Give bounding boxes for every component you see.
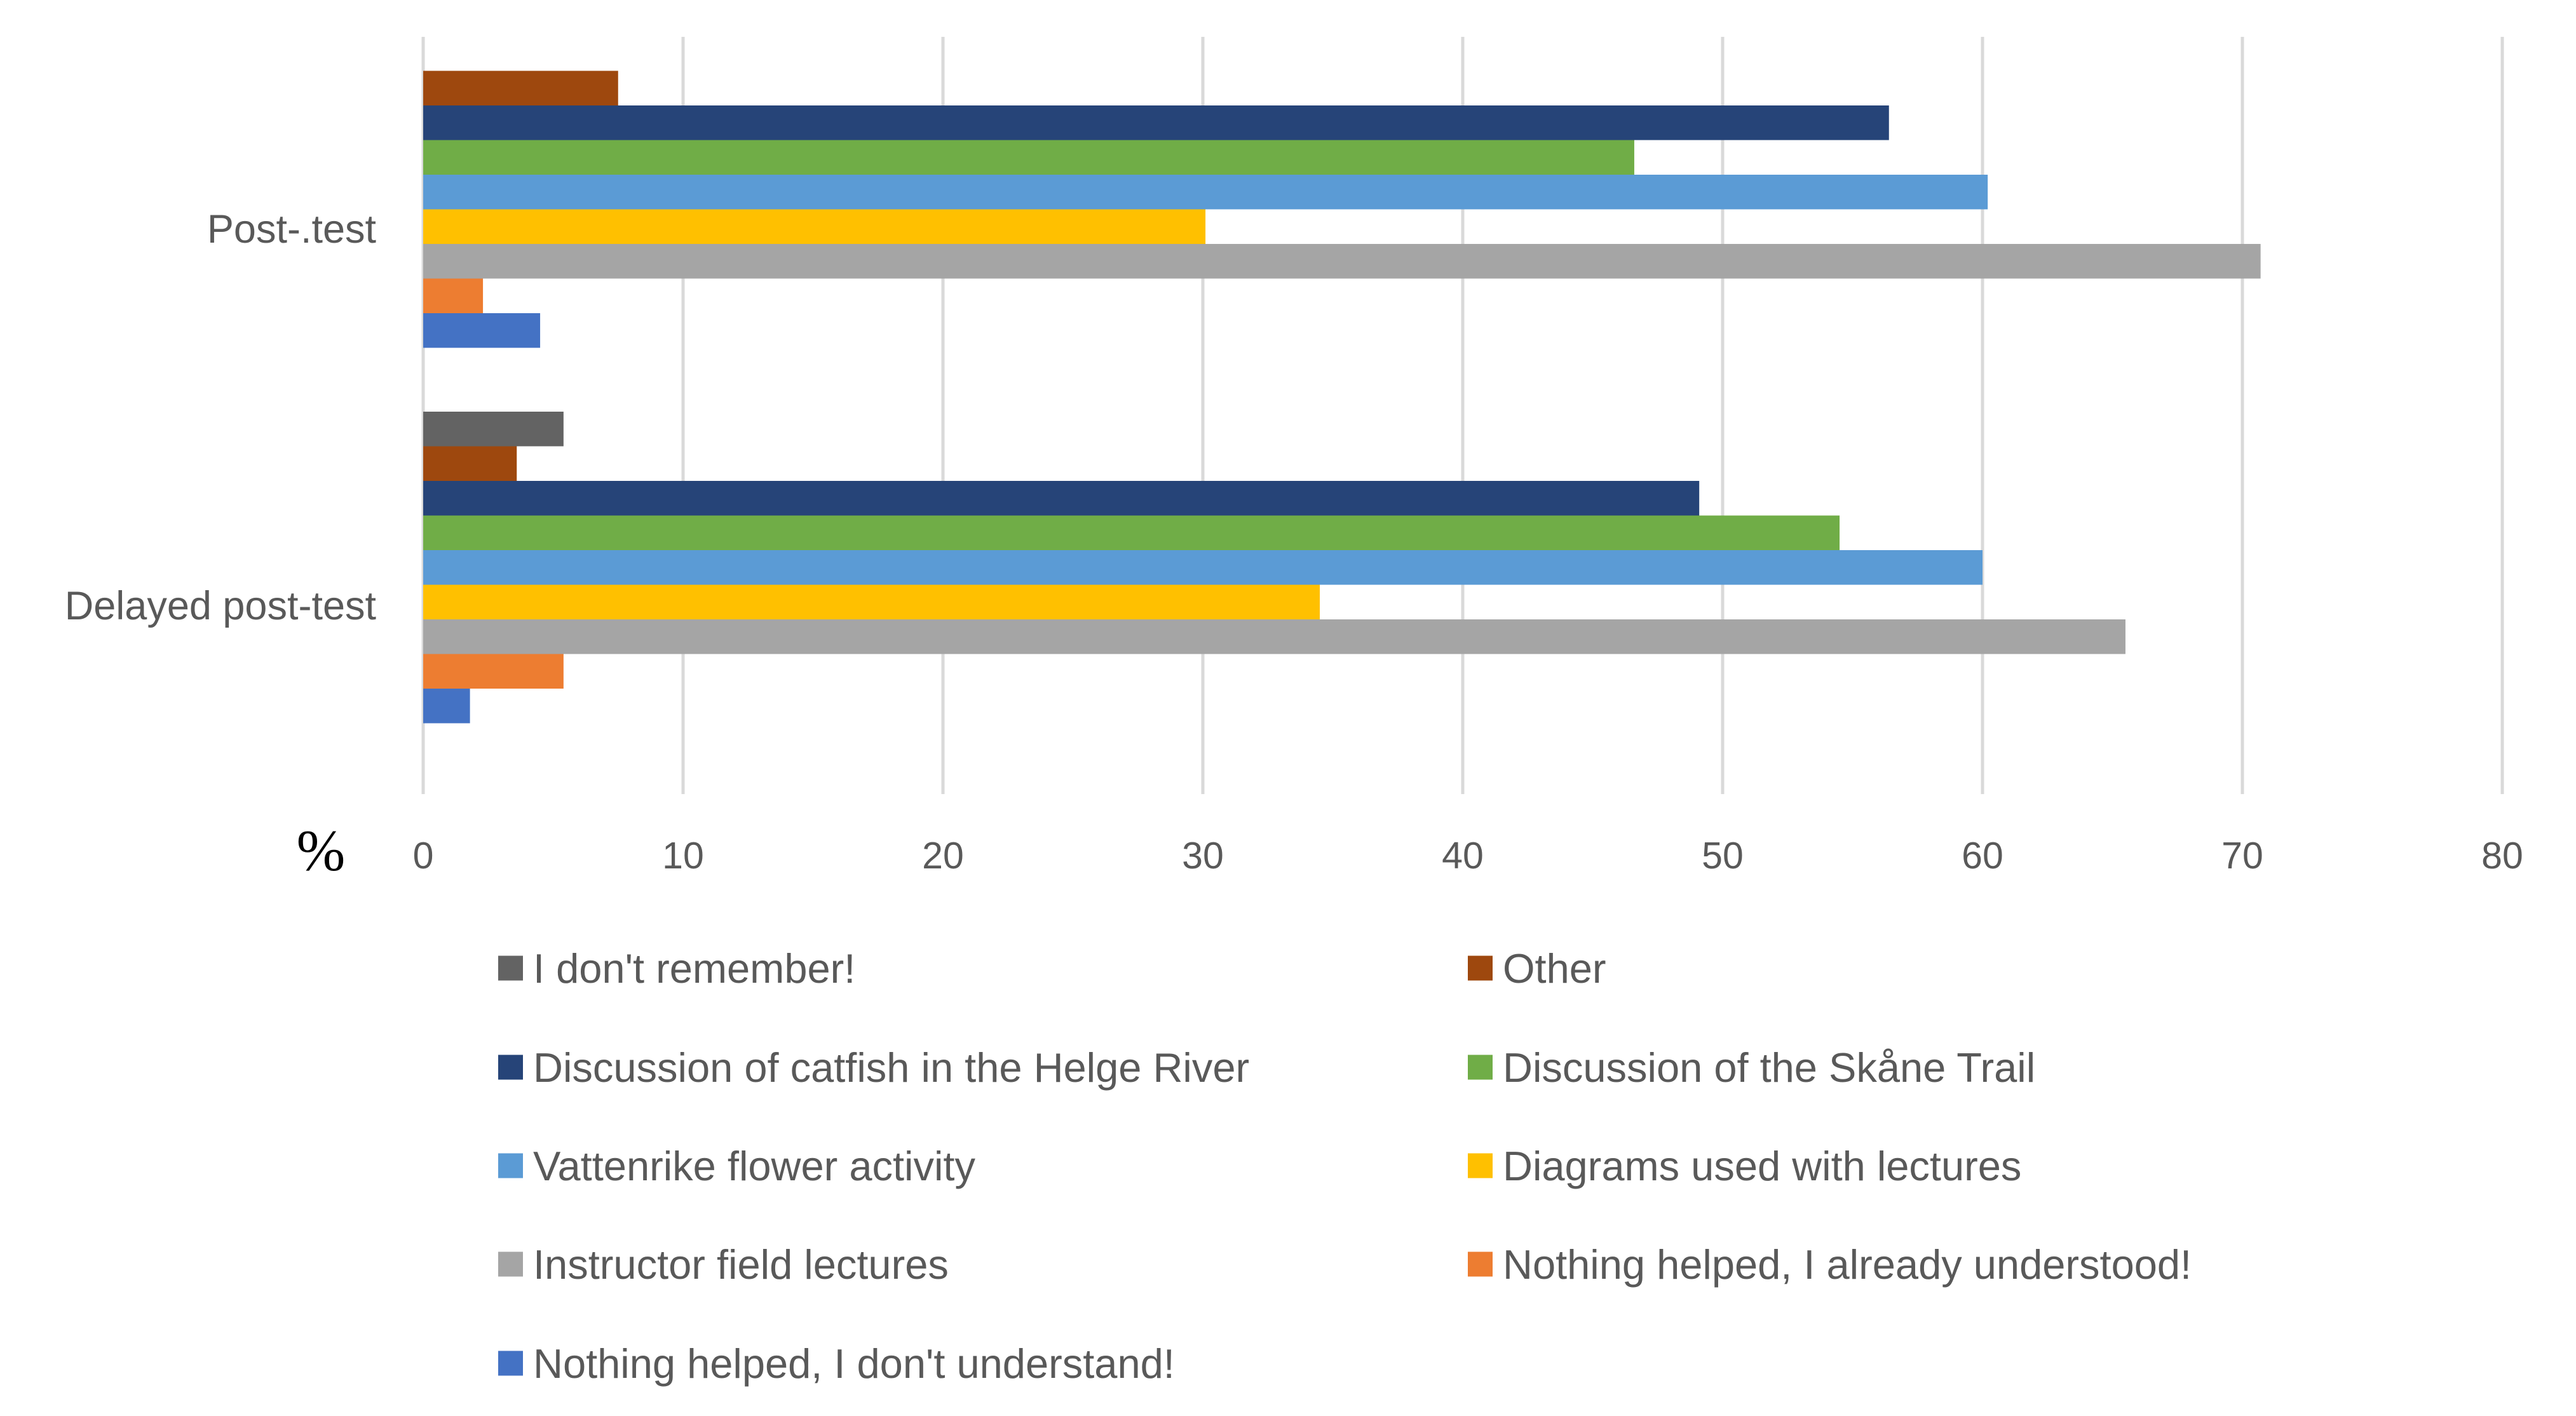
legend-swatch-vattenrike-flower-activity [498,1153,523,1178]
bar-delayed-post-test-i-don-t-remember [423,412,564,447]
legend: I don't remember! Other Discussion of catf… [498,945,2192,1387]
x-tick-label-10: 10 [662,835,704,877]
bar-delayed-post-test-nothing-helped-i-already-understood [423,654,564,689]
x-tick-label-0: 0 [413,835,434,877]
legend-item-vattenrike-flower-activity: Vattenrike flower activity [498,1143,975,1189]
bar-post-test-nothing-helped-i-already-understood [423,278,484,313]
legend-swatch-discussion-of-catfish-in-the-helge-river [498,1055,523,1080]
legend-item-nothing-helped-i-already-understood: Nothing helped, I already understood! [1468,1241,2192,1288]
bar-post-test-instructor-field-lectures [423,244,2261,279]
legend-item-instructor-field-lectures: Instructor field lectures [498,1241,949,1288]
bar-delayed-post-test-instructor-field-lectures [423,619,2125,654]
x-tick-label-40: 40 [1442,835,1484,877]
bar-delayed-post-test-diagrams-used-with-lectures [423,584,1320,619]
legend-item-nothing-helped-i-don-t-understand: Nothing helped, I don't understand! [498,1340,1175,1387]
x-tick-label-60: 60 [1962,835,2003,877]
axes: 0 10 20 30 40 50 60 70 80 Post-.test Delayed post-… [65,207,2523,877]
legend-item-discussion-of-the-sk-ne-trail: Discussion of the Skåne Trail [1468,1044,2035,1091]
legend-item-discussion-of-catfish-in-the-helge-river: Discussion of catfish in the Helge River [498,1044,1249,1091]
bar-post-test-vattenrike-flower-activity [423,175,1988,210]
bar-delayed-post-test-nothing-helped-i-don-t-understand [423,689,470,724]
legend-swatch-nothing-helped-i-already-understood [1468,1251,1493,1277]
legend-label-diagrams-used-with-lectures: Diagrams used with lectures [1503,1143,2021,1189]
bar-post-test-nothing-helped-i-don-t-understand [423,313,541,348]
category-label-post-test: Post-.test [207,207,377,252]
legend-label-i-don-t-remember: I don't remember! [533,945,855,992]
legend-label-nothing-helped-i-already-understood: Nothing helped, I already understood! [1503,1241,2192,1288]
bar-post-test-discussion-of-the-sk-ne-trail [423,140,1634,175]
bar-delayed-post-test-discussion-of-catfish-in-the-helge-river [423,481,1700,516]
legend-item-diagrams-used-with-lectures: Diagrams used with lectures [1468,1143,2021,1189]
legend-swatch-other [1468,955,1493,981]
bar-post-test-discussion-of-catfish-in-the-helge-river [423,105,1889,140]
x-tick-label-30: 30 [1182,835,1224,877]
bar-delayed-post-test-discussion-of-the-sk-ne-trail [423,515,1840,550]
category-label-delayed-post-test: Delayed post-test [65,584,377,628]
x-axis-unit-label: % [297,818,346,883]
x-tick-label-70: 70 [2221,835,2263,877]
legend-swatch-discussion-of-the-sk-ne-trail [1468,1055,1493,1080]
x-tick-label-50: 50 [1702,835,1744,877]
legend-label-instructor-field-lectures: Instructor field lectures [533,1241,949,1288]
bar-post-test-diagrams-used-with-lectures [423,209,1206,244]
legend-swatch-i-don-t-remember [498,955,523,981]
legend-label-discussion-of-catfish-in-the-helge-river: Discussion of catfish in the Helge River [533,1044,1249,1091]
bar-post-test-other [423,71,618,105]
legend-swatch-nothing-helped-i-don-t-understand [498,1351,523,1376]
legend-label-vattenrike-flower-activity: Vattenrike flower activity [533,1143,975,1189]
legend-label-other: Other [1503,945,1606,992]
bar-delayed-post-test-vattenrike-flower-activity [423,550,1983,585]
legend-swatch-diagrams-used-with-lectures [1468,1153,1493,1178]
legend-item-i-don-t-remember: I don't remember! [498,945,855,992]
legend-swatch-instructor-field-lectures [498,1251,523,1277]
legend-label-nothing-helped-i-don-t-understand: Nothing helped, I don't understand! [533,1340,1175,1387]
bar-delayed-post-test-other [423,446,517,481]
bars [423,71,2261,724]
x-tick-label-20: 20 [922,835,964,877]
legend-item-other: Other [1468,945,1606,992]
x-tick-label-80: 80 [2481,835,2523,877]
legend-label-discussion-of-the-sk-ne-trail: Discussion of the Skåne Trail [1503,1044,2035,1091]
